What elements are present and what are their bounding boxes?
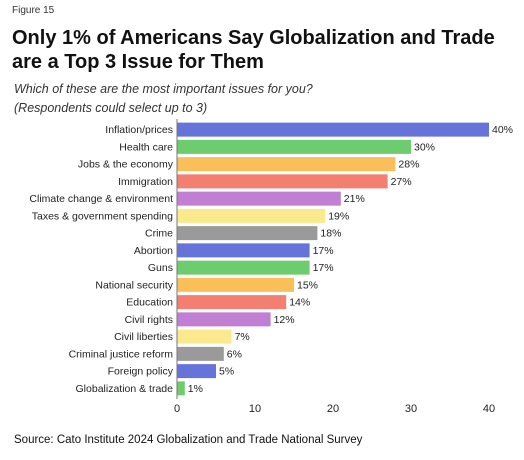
- bar: [177, 295, 287, 310]
- bar: [177, 157, 396, 172]
- bar: [177, 329, 232, 344]
- bar: [177, 346, 224, 361]
- bar: [177, 174, 388, 189]
- category-label: Immigration: [118, 176, 173, 188]
- category-label: National security: [95, 279, 173, 291]
- value-label: 27%: [391, 176, 412, 188]
- x-tick-label: 20: [327, 403, 339, 415]
- category-label: Abortion: [134, 245, 173, 257]
- bar: [177, 191, 341, 206]
- figure-label: Figure 15: [12, 5, 55, 16]
- chart-title: Only 1% of Americans Say Globalization a…: [12, 27, 495, 73]
- value-label: 17%: [313, 262, 334, 274]
- value-label: 12%: [274, 314, 295, 326]
- category-label: Foreign policy: [108, 366, 174, 378]
- category-label: Climate change & environment: [29, 193, 173, 205]
- bar: [177, 364, 216, 379]
- category-label: Criminal justice reform: [69, 348, 174, 360]
- bar: [177, 243, 310, 258]
- category-label: Guns: [148, 262, 173, 274]
- x-tick-label: 40: [483, 403, 495, 415]
- value-label: 19%: [328, 210, 349, 222]
- value-label: 40%: [492, 124, 513, 136]
- category-label: Civil liberties: [114, 331, 173, 343]
- category-label: Health care: [119, 141, 173, 153]
- x-tick-label: 0: [174, 403, 180, 415]
- bar: [177, 381, 185, 396]
- source-note: Source: Cato Institute 2024 Globalizatio…: [14, 434, 363, 446]
- value-label: 6%: [227, 348, 242, 360]
- value-label: 21%: [344, 193, 365, 205]
- x-tick-label: 30: [405, 403, 417, 415]
- category-label: Inflation/prices: [105, 124, 173, 136]
- category-label: Civil rights: [125, 314, 173, 326]
- bar: [177, 277, 294, 292]
- value-label: 17%: [313, 245, 334, 257]
- category-label: Education: [126, 297, 173, 309]
- subtitle-question: Which of these are the most important is…: [14, 82, 313, 96]
- value-label: 30%: [414, 141, 435, 153]
- x-tick-label: 10: [249, 403, 261, 415]
- bar: [177, 208, 326, 223]
- bar: [177, 122, 489, 137]
- value-label: 28%: [398, 159, 419, 171]
- value-label: 7%: [235, 331, 250, 343]
- value-label: 14%: [289, 297, 310, 309]
- category-label: Globalization & trade: [76, 383, 174, 395]
- value-label: 18%: [320, 228, 341, 240]
- category-label: Jobs & the economy: [78, 159, 174, 171]
- category-label: Crime: [145, 228, 173, 240]
- bar: [177, 312, 271, 327]
- bar: [177, 139, 411, 154]
- bar: [177, 226, 318, 241]
- category-label: Taxes & government spending: [32, 210, 173, 222]
- value-label: 5%: [219, 366, 234, 378]
- chart-subtitle: Which of these are the most important is…: [14, 80, 313, 118]
- subtitle-note: (Respondents could select up to 3): [14, 101, 208, 115]
- value-label: 15%: [297, 279, 318, 291]
- bar: [177, 260, 310, 275]
- value-label: 1%: [188, 383, 203, 395]
